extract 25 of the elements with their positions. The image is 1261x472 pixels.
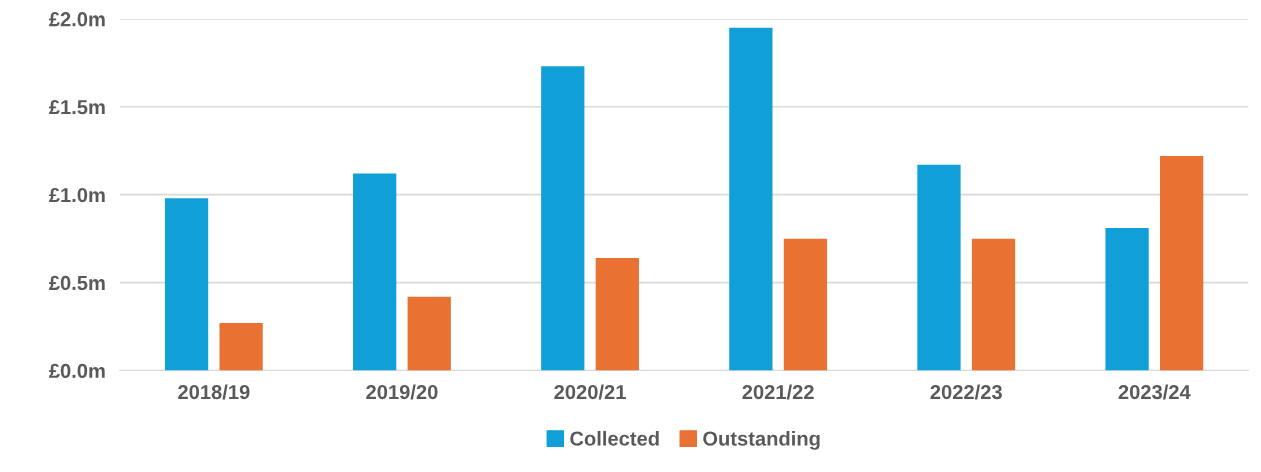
y-tick-label: £0.0m <box>49 363 105 379</box>
bar <box>783 238 828 371</box>
x-tick-label: 2020/21 <box>554 384 626 400</box>
bar <box>541 66 585 371</box>
y-tick-label: £2.0m <box>49 12 105 27</box>
x-tick-label: 2021/22 <box>742 384 814 400</box>
bar <box>1159 156 1204 371</box>
bar <box>407 296 451 371</box>
bar <box>219 323 263 371</box>
bar <box>729 27 773 371</box>
legend-label: Collected <box>570 430 659 446</box>
bar <box>164 198 209 371</box>
x-tick-label: 2018/19 <box>178 384 250 400</box>
bar <box>1105 228 1149 371</box>
x-tick-label: 2022/23 <box>930 384 1002 400</box>
bar <box>971 238 1016 371</box>
bar <box>353 173 397 371</box>
y-tick-label: £1.5m <box>49 100 105 115</box>
x-tick-label: 2023/24 <box>1118 384 1191 400</box>
bar <box>595 258 639 371</box>
y-tick-label: £1.0m <box>49 187 105 203</box>
y-tick-label: £0.5m <box>49 275 105 291</box>
bar <box>917 164 961 371</box>
legend-label: Outstanding <box>703 430 820 450</box>
x-tick-label: 2019/20 <box>366 384 438 400</box>
